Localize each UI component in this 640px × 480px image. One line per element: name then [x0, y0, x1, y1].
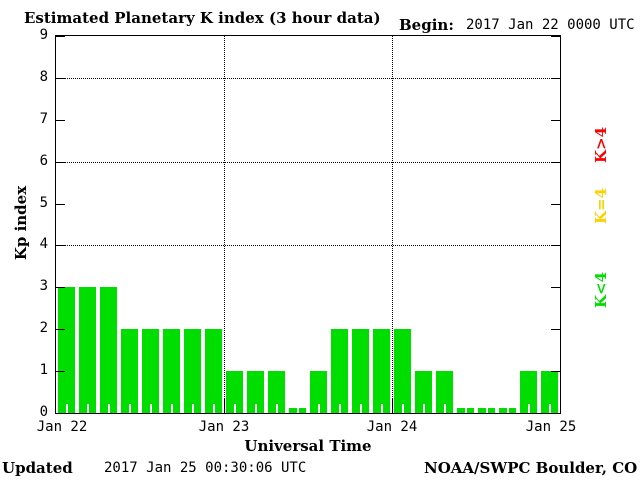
gridline-kp-4: [56, 245, 560, 247]
updated-value: 2017 Jan 25 00:30:06 UTC: [104, 460, 307, 476]
x-minor-tick: [149, 404, 152, 413]
chart-title: Estimated Planetary K index (3 hour data…: [24, 9, 381, 27]
y-tick-label: 9: [39, 27, 48, 43]
begin-value: 2017 Jan 22 0000 UTC: [466, 17, 635, 33]
y-tick-left: [56, 287, 65, 289]
x-minor-tick: [401, 404, 404, 413]
y-tick-label: 1: [39, 362, 48, 379]
x-minor-tick: [275, 404, 278, 413]
x-minor-tick: [128, 404, 131, 413]
begin-label: Begin:: [399, 16, 454, 34]
x-minor-tick: [170, 404, 173, 413]
x-minor-tick: [527, 404, 530, 413]
x-major-tick: [224, 399, 225, 413]
y-tick-left: [56, 329, 65, 331]
updated-label: Updated: [2, 459, 73, 477]
kp-bar: [79, 287, 96, 413]
y-tick-right: [551, 119, 560, 121]
x-minor-tick: [548, 404, 551, 413]
kp-bar: [268, 371, 285, 413]
x-minor-tick: [359, 404, 362, 413]
x-day-label: Jan 22: [36, 419, 88, 435]
x-minor-tick: [107, 404, 110, 413]
x-minor-tick: [443, 404, 446, 413]
x-minor-tick: [464, 404, 467, 413]
x-minor-tick: [485, 404, 488, 413]
kp-bar: [436, 371, 453, 413]
x-axis-title: Universal Time: [244, 437, 372, 455]
legend-item-yellow: K=4: [592, 187, 610, 225]
gridline-kp-8: [56, 77, 560, 79]
x-minor-tick: [254, 404, 257, 413]
kp-bar: [541, 371, 558, 413]
x-day-label: Jan 23: [198, 419, 250, 435]
kp-bar: [310, 371, 327, 413]
y-tick-left: [56, 413, 65, 414]
y-tick-left: [56, 119, 65, 121]
y-tick-label: 2: [39, 320, 48, 337]
x-major-tick: [392, 399, 393, 413]
y-tick-label: 5: [39, 194, 48, 211]
x-day-label: Jan 25: [525, 419, 577, 435]
y-tick-label: 6: [39, 152, 48, 169]
kp-bar: [184, 329, 201, 413]
y-tick-right: [551, 245, 560, 247]
y-tick-left: [56, 36, 65, 37]
plot-area: [55, 35, 561, 414]
y-tick-right: [551, 371, 560, 373]
source-credit: NOAA/SWPC Boulder, CO USA: [424, 459, 640, 477]
kp-bar: [58, 287, 75, 413]
y-tick-right: [551, 203, 560, 205]
x-minor-tick: [233, 404, 236, 413]
y-tick-label: 7: [39, 110, 48, 127]
y-tick-right: [551, 287, 560, 289]
y-tick-left: [56, 371, 65, 373]
kp-bar: [520, 371, 537, 413]
kp-bar: [331, 329, 348, 413]
kp-bar: [226, 371, 243, 413]
kp-bar: [415, 371, 432, 413]
y-tick-left: [56, 203, 65, 205]
x-minor-tick: [86, 404, 89, 413]
x-minor-tick: [65, 404, 68, 413]
kp-bar: [394, 329, 411, 413]
x-minor-tick: [422, 404, 425, 413]
y-tick-right: [551, 161, 560, 163]
y-tick-label: 4: [39, 236, 48, 253]
y-tick-right: [551, 329, 560, 331]
y-tick-right: [551, 36, 560, 37]
y-axis-title: Kp index: [12, 185, 30, 261]
y-tick-left: [56, 161, 65, 163]
kp-bar: [121, 329, 138, 413]
x-minor-tick: [317, 404, 320, 413]
y-tick-right: [551, 413, 560, 414]
kp-bar: [352, 329, 369, 413]
y-tick-left: [56, 77, 65, 79]
x-day-label: Jan 24: [366, 419, 418, 435]
x-minor-tick: [506, 404, 509, 413]
x-minor-tick: [338, 404, 341, 413]
x-minor-tick: [296, 404, 299, 413]
kp-bar: [100, 287, 117, 413]
legend-item-green: K<4: [592, 271, 610, 309]
kp-bar: [205, 329, 222, 413]
y-tick-label: 0: [39, 404, 48, 420]
kp-bar: [247, 371, 264, 413]
x-minor-tick: [191, 404, 194, 413]
day-boundary-line: [224, 36, 225, 413]
y-tick-right: [551, 77, 560, 79]
kp-bar: [163, 329, 180, 413]
x-minor-tick: [212, 404, 215, 413]
y-tick-left: [56, 245, 65, 247]
x-minor-tick: [380, 404, 383, 413]
legend-item-red: K>4: [592, 126, 610, 164]
kp-bar: [373, 329, 390, 413]
y-tick-label: 3: [39, 278, 48, 295]
day-boundary-line: [392, 36, 393, 413]
gridline-kp-6: [56, 161, 560, 163]
kp-bar: [142, 329, 159, 413]
y-tick-label: 8: [39, 68, 48, 85]
